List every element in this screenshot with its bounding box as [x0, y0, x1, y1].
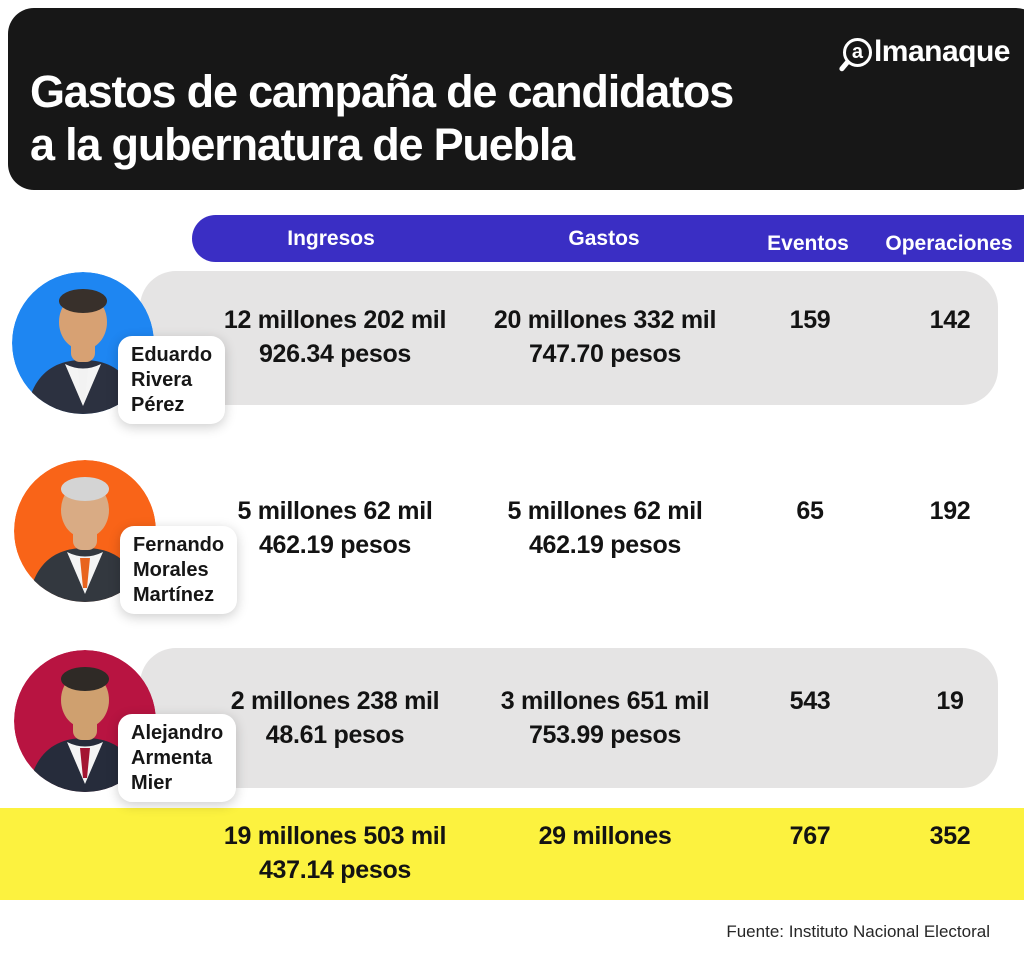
value-line: 48.61 pesos	[265, 721, 405, 749]
source-credit: Fuente: Instituto Nacional Electoral	[726, 922, 990, 941]
name-line: Alejandro	[131, 722, 224, 744]
rivera-gastos-value: 20 millones 332 mil 747.70 pesos	[470, 303, 740, 371]
total-ingresos-value: 19 millones 503 mil 437.14 pesos	[200, 819, 470, 887]
value-line: 747.70 pesos	[528, 340, 682, 368]
value-line: 12 millones 202 mil	[223, 306, 447, 334]
value-line: 5 millones 62 mil	[237, 497, 433, 525]
morales-operaciones-value: 192	[929, 497, 971, 525]
name-line: Fernando	[133, 534, 225, 556]
totals-band	[0, 808, 1024, 900]
armenta-eventos-value: 543	[789, 687, 831, 715]
magnifier-a-icon: a	[838, 37, 872, 72]
column-header-gastos: Gastos	[568, 227, 640, 250]
page-title-line1: Gastos de campaña de candidatos	[30, 66, 734, 117]
name-line: Rivera	[131, 368, 193, 391]
name-line: Eduardo	[131, 344, 213, 366]
morales-eventos-value: 65	[796, 497, 824, 525]
logo-a-letter: a	[851, 40, 864, 63]
value-line: 3 millones 651 mil	[500, 687, 710, 715]
value-line: 19 millones 503 mil	[223, 822, 447, 850]
rivera-eventos-value: 159	[789, 306, 831, 334]
name-line: Mier	[131, 771, 173, 794]
row-band-3	[140, 648, 998, 788]
candidate-name-armenta: Alejandro Armenta Mier	[118, 714, 237, 803]
rivera-operaciones-value: 142	[929, 306, 971, 334]
value-line: 462.19 pesos	[258, 531, 412, 559]
candidate-name-rivera: Eduardo Rivera Pérez	[118, 336, 226, 425]
header-block: Gastos de campaña de candidatos a la gub…	[8, 8, 1024, 190]
total-gastos-value: 29 millones	[538, 822, 672, 850]
candidate-photo-rivera	[12, 272, 154, 414]
value-line: 2 millones 238 mil	[230, 687, 440, 715]
value-line: 926.34 pesos	[258, 340, 412, 368]
value-line: 462.19 pesos	[528, 531, 682, 559]
total-operaciones-value: 352	[929, 822, 971, 850]
value-line: 437.14 pesos	[258, 856, 412, 884]
armenta-gastos-value: 3 millones 651 mil 753.99 pesos	[470, 684, 740, 752]
magnifier-handle-icon	[838, 58, 851, 72]
armenta-ingresos-value: 2 millones 238 mil 48.61 pesos	[200, 684, 470, 752]
column-header-bar: Ingresos Gastos Eventos Operaciones	[192, 215, 1024, 262]
page-title-line2: a la gubernatura de Puebla	[30, 118, 575, 170]
column-header-ingresos: Ingresos	[287, 227, 375, 250]
name-line: Morales	[133, 558, 209, 581]
brand-logo: a lmanaque	[838, 35, 1011, 72]
name-line: Pérez	[131, 393, 185, 416]
value-line: 20 millones 332 mil	[493, 306, 717, 334]
page-title: Gastos de campaña de candidatos a la gub…	[30, 66, 734, 171]
row-band-1	[140, 271, 998, 405]
armenta-operaciones-value: 19	[936, 687, 964, 715]
name-line: Armenta	[131, 746, 213, 769]
morales-ingresos-value: 5 millones 62 mil 462.19 pesos	[200, 494, 470, 562]
column-header-operaciones: Operaciones	[885, 232, 1013, 255]
value-line: 753.99 pesos	[528, 721, 682, 749]
name-line: Martínez	[133, 583, 215, 606]
brand-logo-text: lmanaque	[873, 35, 1011, 68]
column-header-eventos: Eventos	[767, 232, 849, 255]
rivera-ingresos-value: 12 millones 202 mil 926.34 pesos	[200, 303, 470, 371]
total-eventos-value: 767	[789, 822, 831, 850]
morales-gastos-value: 5 millones 62 mil 462.19 pesos	[470, 494, 740, 562]
value-line: 5 millones 62 mil	[507, 497, 703, 525]
candidate-name-morales: Fernando Morales Martínez	[120, 526, 238, 615]
